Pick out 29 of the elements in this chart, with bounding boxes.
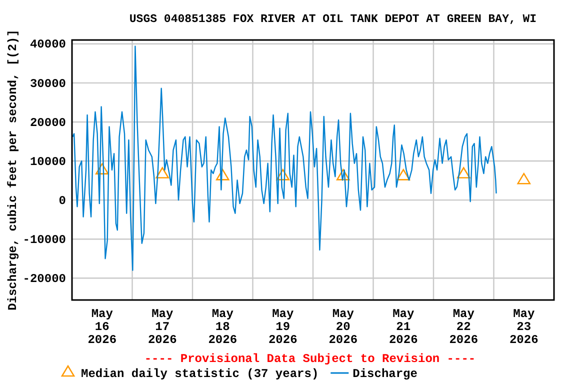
point: [216, 169, 230, 180]
x-tick-label: May 23 2026: [509, 307, 538, 347]
y-axis-title: Discharge, cubic feet per second, [(2)]: [6, 30, 20, 310]
point: [95, 163, 109, 174]
y-tick-label: -20000: [22, 272, 66, 286]
point: [517, 172, 531, 184]
point: [156, 167, 170, 178]
point: [396, 169, 410, 180]
chart-title: USGS 040851385 FOX RIVER AT OIL TANK DEPOT AT GREEN BAY, WI: [129, 13, 537, 26]
x-tick-label: May 16 2026: [88, 307, 117, 347]
point: [456, 167, 470, 178]
legend-label: Discharge: [352, 367, 418, 381]
line-series: [72, 46, 497, 271]
point: [276, 169, 290, 180]
x-tick-label: May 20 2026: [328, 307, 358, 347]
x-tick-label: May 18 2026: [208, 307, 238, 347]
x-tick-label: May 19 2026: [268, 307, 298, 347]
x-tick-label: May 17 2026: [148, 307, 177, 347]
y-tick-label: -10000: [22, 232, 66, 247]
y-tick-label: 20000: [30, 116, 66, 130]
text: ---- Provisional Data Subject to Revision ----: [144, 352, 476, 366]
point: [336, 169, 350, 180]
x-tick-label: May 21 2026: [388, 307, 418, 347]
y-tick-label: 30000: [30, 76, 66, 91]
legend-label: Median daily statistic (37 years): [81, 367, 319, 381]
y-tick-label: 0: [58, 194, 66, 208]
y-tick-label: 40000: [30, 38, 66, 52]
y-tick-label: 10000: [30, 154, 66, 169]
x-tick-label: May 22 2026: [449, 307, 478, 347]
